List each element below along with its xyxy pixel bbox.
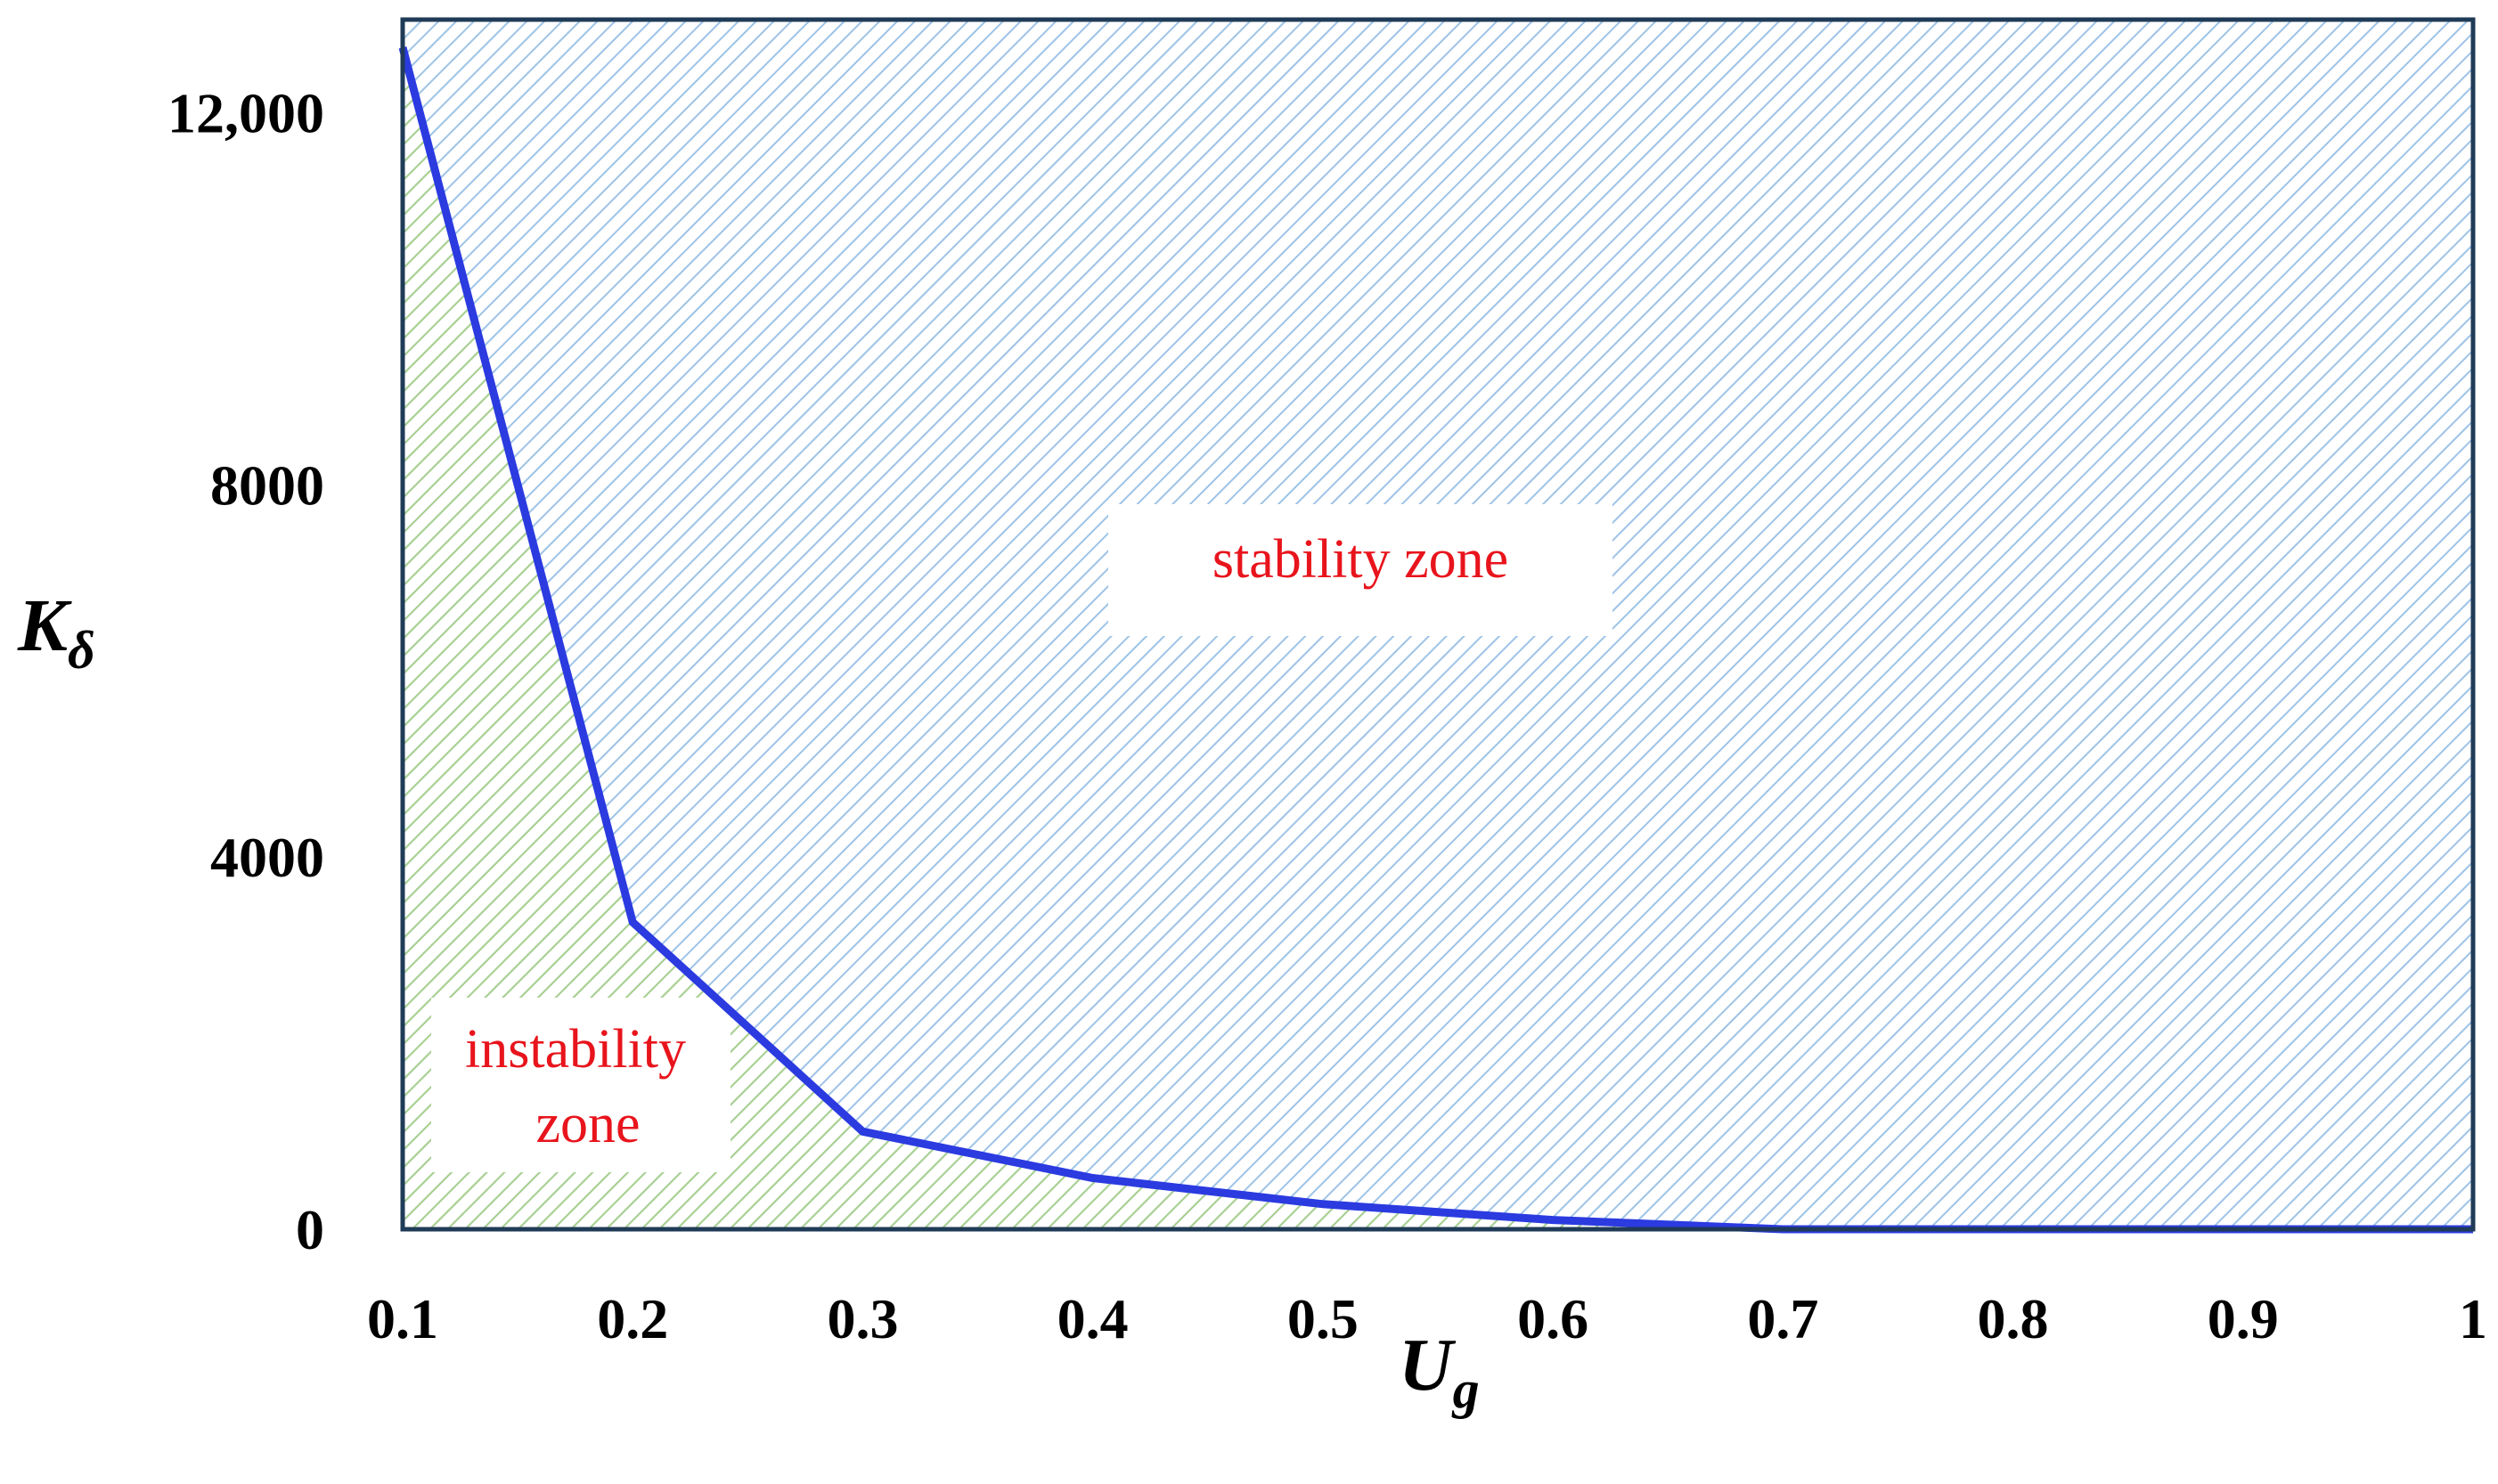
y-axis-ticks: 0 4000 8000 12,000	[167, 81, 324, 1261]
x-axis-title-main: U	[1399, 1324, 1457, 1407]
x-tick-label: 0.5	[1287, 1287, 1359, 1350]
x-axis-title-sub: g	[1451, 1360, 1480, 1419]
y-axis-title-sub: δ	[68, 621, 95, 680]
instability-zone-label-line-2: zone	[535, 1094, 640, 1154]
y-axis-title: Kδ	[17, 584, 95, 680]
instability-label-box	[431, 998, 731, 1172]
y-tick-label: 8000	[210, 453, 324, 517]
stability-zone-label: stability zone	[1212, 529, 1508, 590]
y-tick-label: 0	[296, 1198, 324, 1261]
x-tick-label: 0.7	[1747, 1287, 1818, 1350]
y-axis-title-main: K	[17, 584, 72, 667]
stability-label-box	[1108, 504, 1612, 636]
x-tick-label: 0.8	[1978, 1287, 2049, 1350]
x-axis-ticks: 0.1 0.2 0.3 0.4 0.5 0.6 0.7 0.8 0.9 1	[367, 1287, 2487, 1350]
x-axis-title: Ug	[1399, 1324, 1480, 1419]
x-tick-label: 0.3	[827, 1287, 898, 1350]
x-tick-label: 0.1	[367, 1287, 438, 1350]
y-tick-label: 4000	[210, 826, 324, 889]
x-tick-label: 0.6	[1517, 1287, 1588, 1350]
x-tick-label: 0.2	[597, 1287, 668, 1350]
plot-frame	[400, 17, 2476, 1232]
x-tick-label: 0.9	[2208, 1287, 2279, 1350]
x-tick-label: 1	[2459, 1287, 2487, 1350]
instability-zone-label-line-1: instability	[465, 1019, 686, 1080]
y-tick-label: 12,000	[167, 81, 324, 144]
x-tick-label: 0.4	[1057, 1287, 1129, 1350]
